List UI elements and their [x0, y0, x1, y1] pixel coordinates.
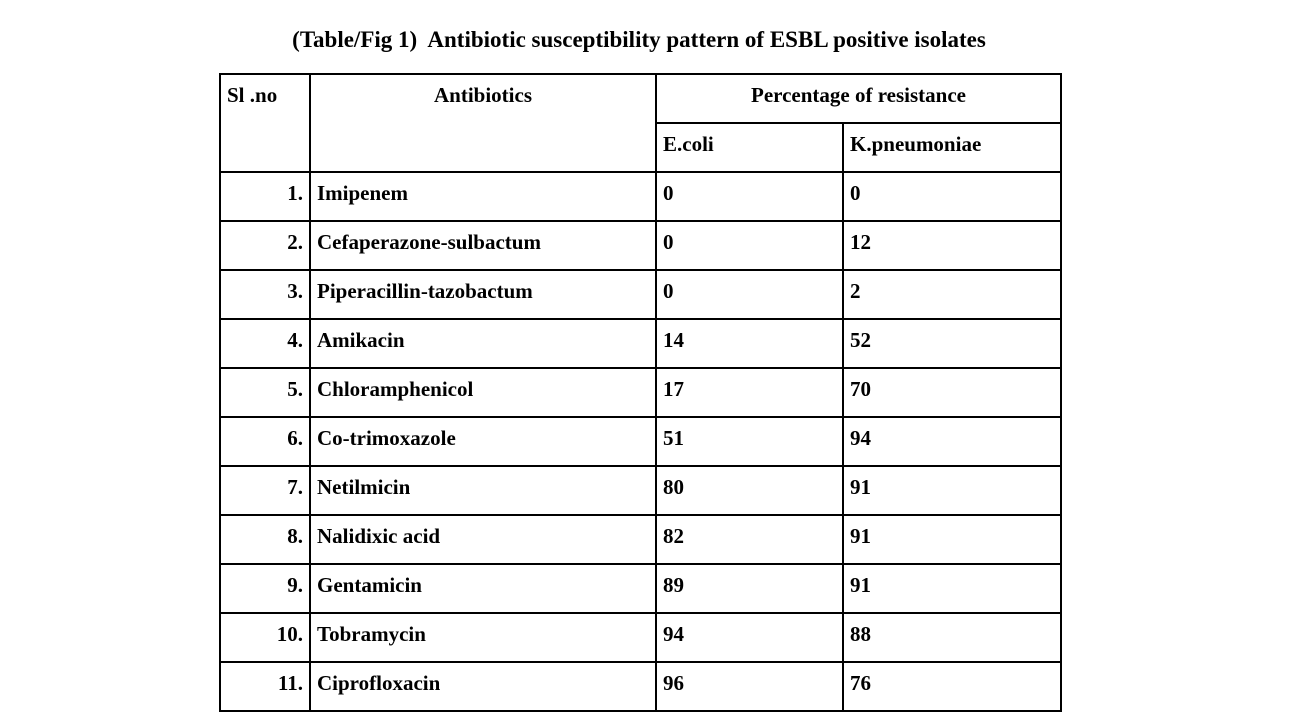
- kpneumoniae-value-cell: 70: [841, 367, 1063, 418]
- sl-no-cell: 1.: [219, 171, 311, 222]
- kpneumoniae-value-cell: 2: [841, 269, 1063, 320]
- sl-no-cell: 2.: [219, 220, 311, 271]
- sl-no-cell: 4.: [219, 318, 311, 369]
- figure-title: (Table/Fig 1) Antibiotic susceptibility …: [292, 27, 986, 52]
- antibiotic-name-cell: Chloramphenicol: [309, 367, 657, 418]
- kpneumoniae-value-cell: 0: [841, 171, 1063, 222]
- sl-no-cell: 10.: [219, 612, 311, 663]
- antibiotic-name-cell: Cefaperazone-sulbactum: [309, 220, 657, 271]
- sl-no-cell: 11.: [219, 661, 311, 712]
- table-body: 1. Imipenem 0 0 2. Cefaperazone-sulbactum 0 12 3…: [219, 171, 1063, 712]
- table-row: 7. Netilmicin 80 91: [219, 465, 1063, 516]
- ecoli-value-cell: 82: [655, 514, 844, 565]
- antibiotic-name-cell: Gentamicin: [309, 563, 657, 614]
- sl-no-cell: 6.: [219, 416, 311, 467]
- antibiotic-name-cell: Tobramycin: [309, 612, 657, 663]
- kpneumoniae-value-cell: 91: [841, 514, 1063, 565]
- kpneumoniae-value-cell: 94: [841, 416, 1063, 467]
- table-row: 9. Gentamicin 89 91: [219, 563, 1063, 614]
- antibiotic-name-cell: Nalidixic acid: [309, 514, 657, 565]
- antibiotic-name-cell: Piperacillin-tazobactum: [309, 269, 657, 320]
- antibiotic-name-cell: Amikacin: [309, 318, 657, 369]
- sl-no-cell: 5.: [219, 367, 311, 418]
- ecoli-value-cell: 14: [655, 318, 844, 369]
- header-row-1: Sl .no Antibiotics Percentage of resista…: [219, 73, 1063, 173]
- header-kpneumoniae: K.pneumoniae: [841, 122, 1063, 173]
- ecoli-value-cell: 0: [655, 171, 844, 222]
- kpneumoniae-value-cell: 12: [841, 220, 1063, 271]
- sl-no-cell: 9.: [219, 563, 311, 614]
- header-sl-no: Sl .no: [219, 73, 311, 173]
- antibiotic-name-cell: Ciprofloxacin: [309, 661, 657, 712]
- sl-no-cell: 7.: [219, 465, 311, 516]
- kpneumoniae-value-cell: 91: [841, 465, 1063, 516]
- ecoli-value-cell: 17: [655, 367, 844, 418]
- ecoli-value-cell: 89: [655, 563, 844, 614]
- kpneumoniae-value-cell: 91: [841, 563, 1063, 614]
- header-percentage-of-resistance: Percentage of resistance: [654, 73, 1063, 124]
- header-row-2: E.coli K.pneumoniae: [220, 122, 1063, 173]
- antibiotic-name-cell: Imipenem: [309, 171, 657, 222]
- kpneumoniae-value-cell: 52: [841, 318, 1063, 369]
- table-row: 8. Nalidixic acid 82 91: [219, 514, 1063, 565]
- antibiotic-susceptibility-table: Sl .no Antibiotics Percentage of resista…: [219, 73, 1063, 712]
- kpneumoniae-value-cell: 88: [841, 612, 1063, 663]
- kpneumoniae-value-cell: 76: [841, 661, 1063, 712]
- ecoli-value-cell: 96: [655, 661, 844, 712]
- header-ecoli: E.coli: [655, 122, 844, 173]
- ecoli-value-cell: 0: [655, 269, 844, 320]
- table-row: 11. Ciprofloxacin 96 76: [219, 661, 1063, 712]
- antibiotic-name-cell: Co-trimoxazole: [309, 416, 657, 467]
- table-row: 5. Chloramphenicol 17 70: [219, 367, 1063, 418]
- table-row: 4. Amikacin 14 52: [219, 318, 1063, 369]
- sl-no-cell: 3.: [219, 269, 311, 320]
- table-row: 10. Tobramycin 94 88: [219, 612, 1063, 663]
- table-row: 2. Cefaperazone-sulbactum 0 12: [219, 220, 1063, 271]
- ecoli-value-cell: 51: [655, 416, 844, 467]
- header-antibiotics: Antibiotics: [309, 73, 657, 173]
- antibiotic-name-cell: Netilmicin: [309, 465, 657, 516]
- table-row: 1. Imipenem 0 0: [219, 171, 1063, 222]
- table-row: 3. Piperacillin-tazobactum 0 2: [219, 269, 1063, 320]
- sl-no-cell: 8.: [219, 514, 311, 565]
- ecoli-value-cell: 94: [655, 612, 844, 663]
- ecoli-value-cell: 0: [655, 220, 844, 271]
- table-header: Sl .no Antibiotics Percentage of resista…: [219, 73, 1063, 173]
- table-row: 6. Co-trimoxazole 51 94: [219, 416, 1063, 467]
- ecoli-value-cell: 80: [655, 465, 844, 516]
